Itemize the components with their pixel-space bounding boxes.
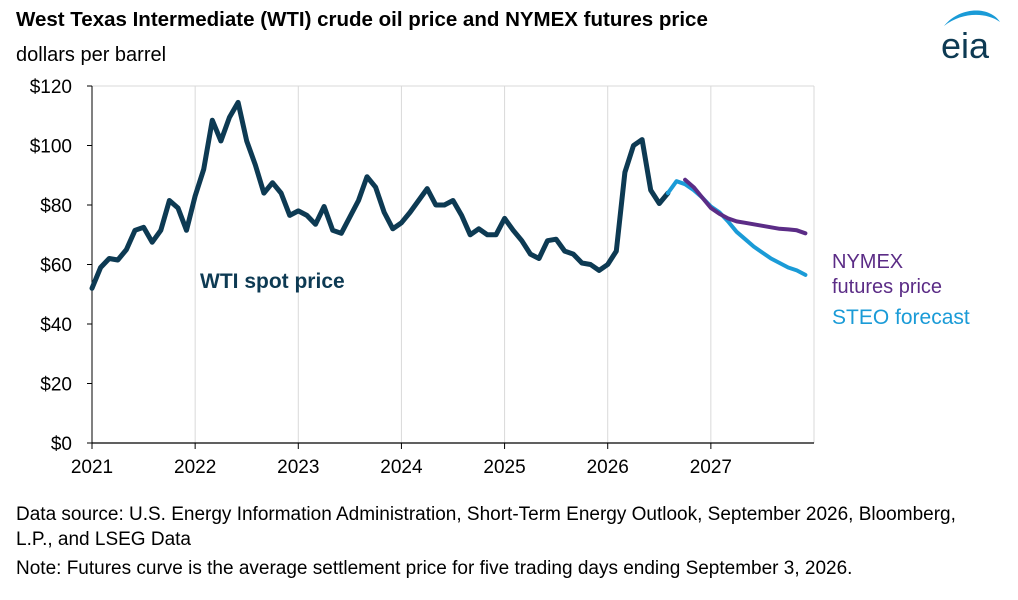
nymex-series-label-line1: NYMEX (832, 251, 903, 273)
data-source-note: Data source: U.S. Energy Information Adm… (16, 504, 956, 550)
x-tick-label: 2027 (690, 457, 732, 478)
wti-series-label: WTI spot price (200, 270, 345, 293)
wti-price-chart: $0 $20 $40 $60 $80 $100 $120 2021 2022 2023 2024 20… (30, 77, 970, 478)
y-tick-label: $40 (40, 315, 72, 336)
steo-series-label: STEO forecast (832, 306, 970, 329)
y-tick-label: $120 (30, 77, 72, 98)
wti-spot-price-line (89, 99, 671, 291)
steo-forecast-line (665, 179, 808, 277)
eia-logo-text: eia (941, 25, 990, 64)
eia-logo: eia (941, 10, 1000, 64)
x-tick-label: 2023 (277, 457, 319, 478)
y-tick-label: $20 (40, 375, 72, 396)
futures-note: Note: Futures curve is the average settl… (16, 558, 853, 579)
x-tick-label: 2024 (380, 457, 423, 478)
x-tick-label: 2021 (71, 457, 113, 478)
nymex-series-label-line2: futures price (832, 276, 942, 298)
nymex-futures-line (683, 177, 808, 236)
x-tick-label: 2022 (174, 457, 216, 478)
y-tick-label: $100 (30, 137, 72, 158)
chart-subtitle: dollars per barrel (16, 44, 167, 66)
x-tick-label: 2026 (587, 457, 629, 478)
y-tick-label: $60 (40, 256, 72, 277)
y-tick-label: $80 (40, 196, 72, 217)
y-tick-label: $0 (51, 434, 72, 455)
chart-title: West Texas Intermediate (WTI) crude oil … (16, 8, 708, 31)
x-tick-label: 2025 (483, 457, 525, 478)
